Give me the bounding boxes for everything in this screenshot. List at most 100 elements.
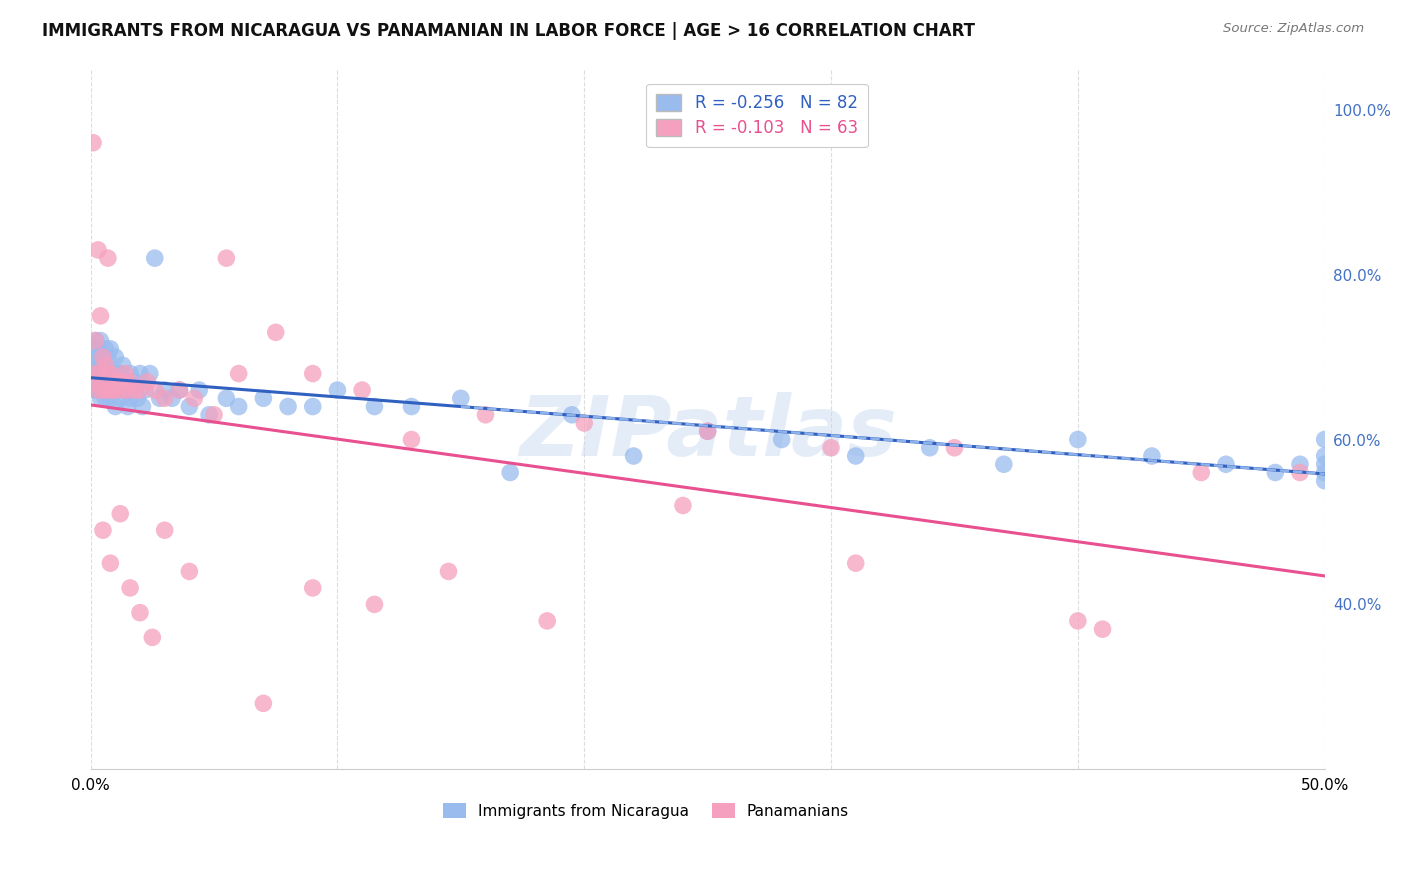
- Point: [82, 350, 104, 364]
- Point: [124, 383, 146, 397]
- Point: [110, 392, 132, 406]
- Point: [110, 507, 132, 521]
- Point: [574, 416, 596, 430]
- Point: [84, 359, 107, 373]
- Point: [120, 375, 142, 389]
- Point: [101, 383, 124, 397]
- Point: [499, 466, 522, 480]
- Point: [91, 350, 114, 364]
- Point: [111, 383, 134, 397]
- Point: [183, 392, 205, 406]
- Point: [820, 441, 842, 455]
- Point: [101, 383, 124, 397]
- Point: [1189, 466, 1212, 480]
- Point: [121, 383, 143, 397]
- Point: [301, 367, 323, 381]
- Point: [277, 400, 299, 414]
- Point: [82, 367, 104, 381]
- Point: [326, 383, 349, 397]
- Point: [82, 136, 104, 150]
- Point: [94, 359, 117, 373]
- Point: [89, 392, 111, 406]
- Point: [97, 350, 120, 364]
- Point: [215, 251, 238, 265]
- Point: [561, 408, 583, 422]
- Point: [94, 375, 117, 389]
- Point: [623, 449, 645, 463]
- Point: [104, 375, 127, 389]
- Point: [474, 408, 496, 422]
- Point: [179, 400, 201, 414]
- Point: [87, 342, 110, 356]
- Point: [1140, 449, 1163, 463]
- Point: [1067, 433, 1090, 447]
- Point: [101, 367, 124, 381]
- Text: Source: ZipAtlas.com: Source: ZipAtlas.com: [1223, 22, 1364, 36]
- Point: [363, 400, 385, 414]
- Point: [215, 392, 238, 406]
- Point: [153, 523, 176, 537]
- Point: [450, 392, 472, 406]
- Point: [114, 375, 136, 389]
- Point: [943, 441, 966, 455]
- Point: [401, 433, 423, 447]
- Point: [107, 367, 129, 381]
- Point: [169, 383, 191, 397]
- Point: [84, 334, 107, 348]
- Point: [401, 400, 423, 414]
- Point: [91, 359, 114, 373]
- Point: [120, 581, 142, 595]
- Point: [129, 367, 152, 381]
- Point: [134, 383, 156, 397]
- Point: [104, 350, 127, 364]
- Point: [696, 424, 718, 438]
- Point: [98, 383, 121, 397]
- Point: [87, 243, 110, 257]
- Legend: Immigrants from Nicaragua, Panamanians: Immigrants from Nicaragua, Panamanians: [437, 797, 855, 825]
- Point: [84, 334, 107, 348]
- Point: [1313, 457, 1336, 471]
- Point: [111, 359, 134, 373]
- Point: [301, 581, 323, 595]
- Point: [198, 408, 221, 422]
- Point: [1313, 466, 1336, 480]
- Point: [202, 408, 225, 422]
- Point: [1313, 449, 1336, 463]
- Point: [160, 392, 183, 406]
- Point: [98, 556, 121, 570]
- Point: [89, 334, 111, 348]
- Point: [1313, 433, 1336, 447]
- Point: [117, 400, 139, 414]
- Point: [1313, 474, 1336, 488]
- Point: [1215, 457, 1237, 471]
- Point: [104, 375, 127, 389]
- Point: [264, 326, 287, 340]
- Point: [84, 383, 107, 397]
- Point: [770, 433, 793, 447]
- Point: [104, 400, 127, 414]
- Point: [845, 556, 868, 570]
- Point: [149, 392, 172, 406]
- Point: [696, 424, 718, 438]
- Point: [153, 392, 176, 406]
- Point: [127, 392, 149, 406]
- Point: [536, 614, 558, 628]
- Point: [89, 309, 111, 323]
- Point: [1289, 466, 1312, 480]
- Point: [98, 342, 121, 356]
- Point: [131, 400, 153, 414]
- Point: [918, 441, 941, 455]
- Point: [94, 383, 117, 397]
- Point: [169, 383, 191, 397]
- Point: [252, 392, 274, 406]
- Point: [97, 251, 120, 265]
- Point: [141, 631, 163, 645]
- Point: [87, 383, 110, 397]
- Point: [117, 383, 139, 397]
- Point: [94, 342, 117, 356]
- Point: [98, 375, 121, 389]
- Point: [363, 598, 385, 612]
- Point: [89, 367, 111, 381]
- Point: [252, 697, 274, 711]
- Point: [1264, 466, 1286, 480]
